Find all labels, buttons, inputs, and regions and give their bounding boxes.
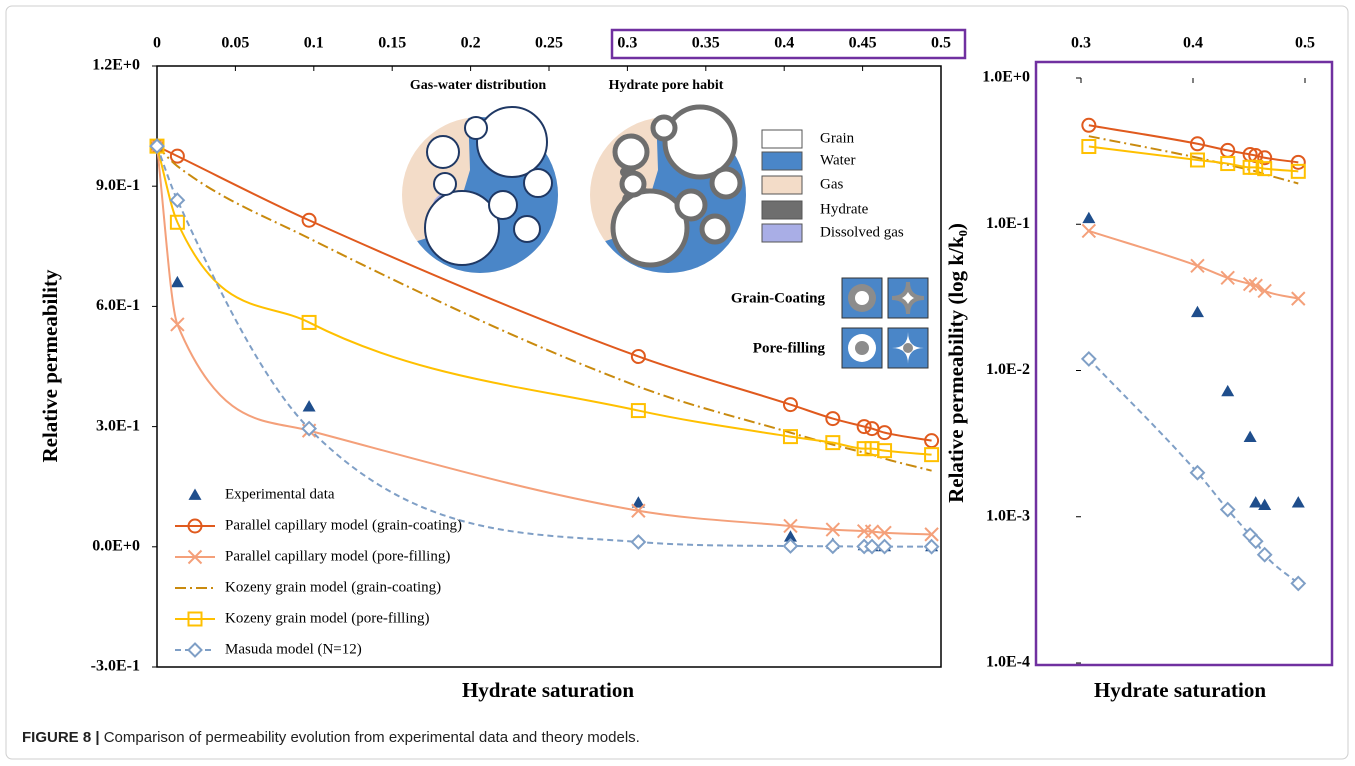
phase-swatch — [762, 176, 802, 194]
y-tick-label: 6.0E-1 — [96, 297, 140, 314]
y-tick-label: 1.2E+0 — [92, 57, 140, 74]
y-axis-label: Relative permeability — [38, 269, 62, 463]
phase-swatch — [762, 152, 802, 170]
y-tick-label: 3.0E-1 — [96, 417, 140, 434]
y-tick-label: 1.0E-4 — [986, 654, 1030, 671]
x-tick-label: 0.35 — [692, 35, 720, 52]
legend-label: Experimental data — [225, 486, 335, 502]
marker — [1082, 119, 1095, 132]
x-tick-label: 0.4 — [774, 35, 794, 52]
body: Gas-water distribution Hydrate pore habi… — [0, 0, 1355, 766]
y-tick-label: 1.0E-3 — [986, 507, 1030, 524]
legend-label: Parallel capillary model (pore-filling) — [225, 548, 450, 564]
caption: FIGURE 8 | Comparison of permeability ev… — [22, 729, 640, 746]
caption-text: Comparison of permeability evolution fro… — [104, 729, 640, 746]
marker — [1191, 137, 1204, 150]
x-tick-label: 0.05 — [221, 35, 249, 52]
marker — [303, 214, 316, 227]
y-tick-label: 1.0E-2 — [986, 361, 1030, 378]
y-tick-label: 1.0E-1 — [986, 215, 1030, 232]
phase-swatch — [762, 224, 802, 242]
y-tick-label: 1.0E+0 — [982, 69, 1030, 86]
phase-label: Hydrate — [820, 201, 869, 217]
phase-label: Grain — [820, 130, 855, 146]
legend-label: Parallel capillary model (grain-coating) — [225, 517, 462, 533]
habit-label: Grain-Coating — [731, 290, 826, 306]
y-tick-label: -3.0E-1 — [91, 658, 140, 675]
x-tick-label: 0.5 — [1295, 35, 1315, 52]
marker — [784, 398, 797, 411]
marker — [632, 350, 645, 363]
x-axis-label: Hydrate saturation — [462, 678, 634, 702]
habit-label: Pore-filling — [753, 340, 826, 356]
marker — [171, 150, 184, 163]
marker — [866, 422, 879, 435]
x-tick-label: 0.45 — [849, 35, 877, 52]
phase-label: Gas — [820, 176, 843, 192]
inset-title: Gas-water distribution — [410, 78, 546, 93]
phase-swatch — [762, 130, 802, 148]
y-tick-label: 9.0E-1 — [96, 177, 140, 194]
figure: Gas-water distribution Hydrate pore habi… — [0, 0, 1355, 766]
legend-label: Kozeny grain model (pore-filling) — [225, 610, 430, 626]
marker — [826, 412, 839, 425]
inset-title: Hydrate pore habit — [609, 78, 724, 93]
page: Relative permeability figure {"caption":… — [0, 0, 1355, 766]
legend-marker — [189, 520, 202, 533]
x-tick-label: 0.15 — [378, 35, 406, 52]
legend-label: Masuda model (N=12) — [225, 641, 362, 657]
marker — [925, 434, 938, 447]
x-axis-label: Hydrate saturation — [1094, 678, 1266, 702]
caption-label: FIGURE 8 | — [22, 729, 100, 746]
x-tick-label: 0 — [153, 35, 161, 52]
phase-label: Water — [820, 152, 855, 168]
marker — [878, 426, 891, 439]
x-tick-label: 0.4 — [1183, 35, 1203, 52]
marker — [1292, 156, 1305, 169]
y-axis-label: Relative permeability (log k/k₀) — [944, 223, 968, 503]
legend-label: Kozeny grain model (grain-coating) — [225, 579, 441, 595]
phase-swatch — [762, 201, 802, 219]
x-tick-label: 0.2 — [461, 35, 481, 52]
x-tick-label: 0.3 — [1071, 35, 1091, 52]
marker — [1221, 144, 1234, 157]
x-tick-label: 0.5 — [931, 35, 951, 52]
y-tick-label: 0.0E+0 — [92, 537, 140, 554]
phase-label: Dissolved gas — [820, 224, 904, 240]
x-tick-label: 0.3 — [617, 35, 637, 52]
x-tick-label: 0.25 — [535, 35, 563, 52]
x-tick-label: 0.1 — [304, 35, 324, 52]
